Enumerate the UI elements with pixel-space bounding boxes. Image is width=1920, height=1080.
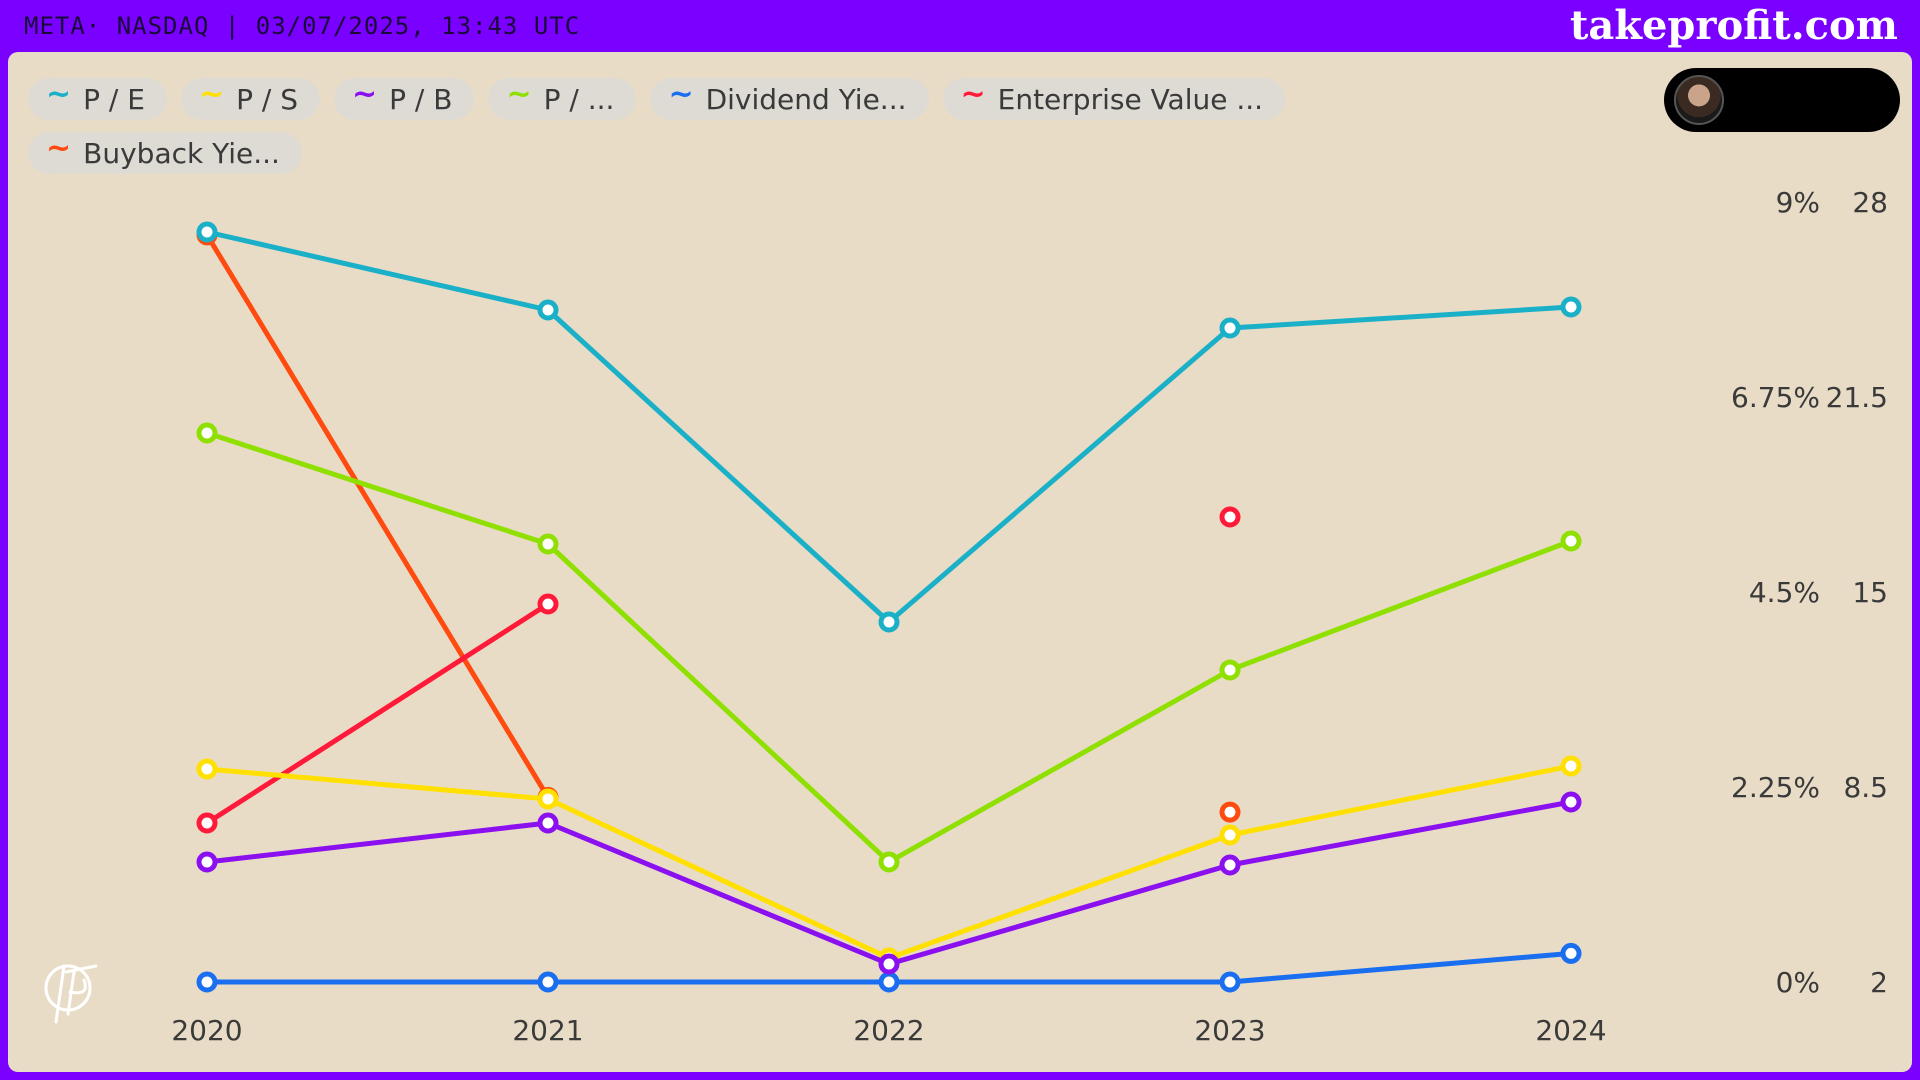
- data-point: [878, 953, 900, 975]
- data-point: [196, 971, 218, 993]
- series-line: [204, 430, 1574, 865]
- tilde-icon: ~: [960, 77, 986, 112]
- legend-label: P / B: [389, 82, 453, 116]
- data-point: [537, 593, 559, 615]
- data-point: [1219, 824, 1241, 846]
- data-point: [196, 221, 218, 243]
- top-bar: META· NASDAQ | 03/07/2025, 13:43 UTC tak…: [0, 0, 1920, 52]
- y-right-tick-label: 28: [1852, 186, 1888, 219]
- data-point: [196, 851, 218, 873]
- legend-label: Dividend Yie...: [705, 82, 907, 116]
- legend-item[interactable]: ~ Enterprise Value ...: [942, 77, 1286, 120]
- data-point: [537, 299, 559, 321]
- series-line: [204, 799, 1574, 967]
- data-point: [1219, 506, 1241, 528]
- y-right-tick-label: 8.5: [1843, 771, 1888, 804]
- y-left-tick-label: 2.25%: [1731, 771, 1820, 804]
- x-tick-label: 2023: [1194, 1014, 1265, 1047]
- tilde-icon: ~: [46, 131, 72, 166]
- tilde-icon: ~: [198, 77, 225, 112]
- takeprofit-logo-icon: [44, 964, 98, 1024]
- y-left-tick-label: 4.5%: [1749, 576, 1820, 609]
- data-point: [1560, 530, 1582, 552]
- data-point: [1219, 659, 1241, 681]
- data-point: [537, 812, 559, 834]
- data-point: [1219, 317, 1241, 339]
- legend-label: P / E: [83, 82, 145, 116]
- data-point: [196, 812, 218, 834]
- data-point: [878, 971, 900, 993]
- data-point: [196, 422, 218, 444]
- y-left-tick-label: 9%: [1776, 186, 1820, 219]
- y-left-tick-label: 6.75%: [1731, 381, 1820, 414]
- legend-label: Enterprise Value ...: [997, 82, 1264, 116]
- legend-item[interactable]: ~ P / E: [28, 78, 167, 120]
- series-line: [204, 232, 551, 800]
- legend-item[interactable]: ~ P / B: [334, 77, 475, 120]
- tilde-icon: ~: [506, 77, 532, 112]
- legend-label: P / ...: [543, 82, 615, 116]
- user-menu-button[interactable]: [1664, 68, 1900, 132]
- legend-item[interactable]: ~ P / S: [180, 77, 320, 120]
- y-right-tick-label: 15: [1852, 576, 1888, 609]
- tilde-icon: ~: [352, 77, 378, 112]
- x-tick-label: 2021: [512, 1014, 583, 1047]
- data-point: [878, 851, 900, 873]
- data-point: [878, 611, 900, 633]
- legend-label: P / S: [236, 82, 298, 116]
- y-right-tick-label: 21.5: [1826, 381, 1888, 414]
- data-point: [537, 971, 559, 993]
- y-left-tick-label: 0%: [1776, 966, 1820, 999]
- x-tick-label: 2020: [171, 1014, 242, 1047]
- ticker-info: META· NASDAQ | 03/07/2025, 13:43 UTC: [24, 12, 581, 40]
- chart-panel: 9% 6.75% 4.5% 2.25% 0% 28 21.5 15 8.5 2 2020 2021 20…: [8, 52, 1912, 1072]
- data-point: [1219, 971, 1241, 993]
- data-point: [537, 533, 559, 555]
- chart-legend: ~ P / E ~ P / S ~ P / B ~ P / ... ~ Dividend Yie.…: [28, 78, 1328, 174]
- x-tick-label: 2024: [1535, 1014, 1606, 1047]
- avatar: [1674, 75, 1724, 125]
- series-line: [204, 601, 551, 826]
- x-tick-label: 2022: [853, 1014, 924, 1047]
- data-point: [1219, 801, 1241, 823]
- y-right-tick-label: 2: [1870, 966, 1888, 999]
- legend-label: Buyback Yie...: [83, 136, 280, 170]
- series-line: [204, 229, 1574, 625]
- tilde-icon: ~: [668, 77, 694, 112]
- data-point: [1560, 755, 1582, 777]
- data-point: [1560, 296, 1582, 318]
- data-point: [196, 758, 218, 780]
- data-point: [1560, 791, 1582, 813]
- legend-item[interactable]: ~ P / ...: [488, 77, 637, 120]
- data-point: [537, 788, 559, 810]
- data-point: [1560, 942, 1582, 964]
- data-point: [1219, 854, 1241, 876]
- line-chart: 9% 6.75% 4.5% 2.25% 0% 28 21.5 15 8.5 2 2020 2021 20…: [171, 186, 1888, 1047]
- tilde-icon: ~: [46, 77, 72, 112]
- legend-item[interactable]: ~ Buyback Yie...: [28, 132, 302, 174]
- brand-logo-text[interactable]: takeprofit.com: [1569, 2, 1898, 49]
- legend-item[interactable]: ~ Dividend Yie...: [650, 77, 929, 120]
